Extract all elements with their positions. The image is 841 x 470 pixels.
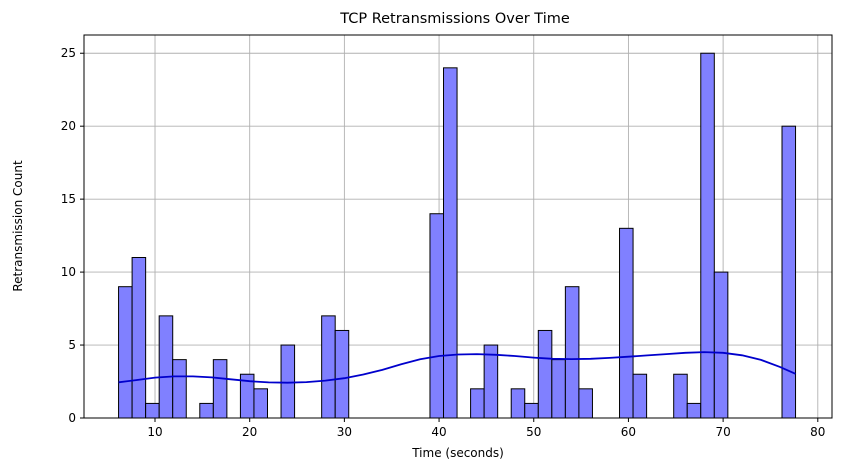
y-tick-label: 20 (61, 119, 76, 133)
x-tick-label: 20 (242, 425, 257, 439)
x-tick-label: 80 (810, 425, 825, 439)
x-tick-label: 40 (431, 425, 446, 439)
histogram-bar (564, 286, 580, 419)
histogram-bar (551, 359, 566, 419)
histogram-bar (321, 315, 336, 419)
histogram-bar (253, 388, 268, 419)
histogram-bar (212, 359, 228, 419)
histogram-bar (510, 388, 526, 419)
histogram-bar (537, 329, 553, 419)
histogram-bar (632, 373, 648, 419)
x-tick-label: 50 (526, 425, 541, 439)
histogram-bar (578, 388, 593, 419)
x-tick-label: 30 (337, 425, 352, 439)
histogram-bar (118, 286, 133, 419)
y-tick-label: 0 (68, 411, 76, 425)
x-axis-ticks: 10 20 30 40 50 60 70 80 (147, 418, 825, 439)
histogram-bar (483, 344, 499, 419)
histogram-bar (713, 271, 729, 419)
y-tick-label: 10 (61, 265, 76, 279)
y-tick-label: 15 (61, 192, 76, 206)
histogram-bar (334, 329, 350, 419)
histogram-bar (131, 257, 147, 419)
y-axis-ticks: 0 5 10 15 20 25 (61, 46, 84, 425)
histogram-bar (145, 402, 160, 419)
histogram-bar (172, 359, 187, 419)
histogram-bar (619, 227, 634, 419)
x-tick-label: 10 (147, 425, 162, 439)
histogram-bar (199, 402, 214, 419)
histogram-bar (686, 402, 702, 419)
x-tick-label: 60 (621, 425, 636, 439)
y-tick-label: 5 (68, 338, 76, 352)
histogram-bar (280, 344, 296, 419)
histogram-bar (524, 402, 539, 419)
plot-frame (83, 34, 833, 419)
histogram-bar (158, 315, 174, 419)
x-tick-label: 70 (715, 425, 730, 439)
histogram-bar (673, 373, 688, 419)
x-axis-label: Time (seconds) (411, 446, 504, 460)
kde-curve (118, 351, 796, 384)
histogram-bar (781, 125, 797, 419)
chart-title: TCP Retransmissions Over Time (339, 11, 570, 27)
histogram-bar (443, 67, 458, 419)
histogram-bar (470, 388, 485, 419)
y-tick-label: 25 (61, 46, 76, 60)
histogram-bar (429, 213, 445, 419)
y-axis-label: Retransmission Count (11, 160, 25, 292)
histogram-bar (700, 52, 715, 419)
